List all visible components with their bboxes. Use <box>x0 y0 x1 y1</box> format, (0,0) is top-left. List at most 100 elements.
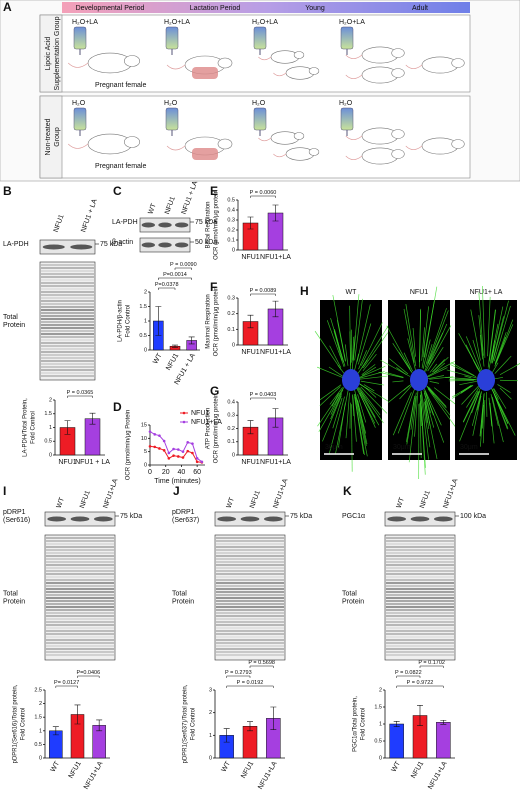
y-tick-label: 2.5 <box>34 687 42 693</box>
lane-label: NFU1 <box>419 490 432 510</box>
bottle-label: H₂O <box>164 100 178 107</box>
y-tick-label: 0.4 <box>227 207 235 213</box>
error-bar <box>272 300 279 318</box>
blot-band <box>141 242 155 248</box>
mitochondria <box>492 300 509 363</box>
mitochondria <box>491 316 504 364</box>
blot-band <box>175 222 189 228</box>
rat-tail <box>345 155 363 160</box>
mitochondria <box>322 395 342 442</box>
scale-label: 30μm <box>393 444 411 451</box>
error-bar <box>155 306 162 336</box>
mitochondria <box>392 342 412 373</box>
p-value: P = 0.0192 <box>237 680 264 686</box>
y-axis-label: Fold Control <box>126 305 132 338</box>
legend-dot <box>182 420 186 424</box>
y-tick-label: 3 <box>209 687 212 693</box>
mitochondria <box>360 386 388 414</box>
error-bar <box>247 314 254 329</box>
blot-band <box>70 244 93 250</box>
bottle <box>340 26 354 50</box>
rat-head <box>124 55 141 67</box>
mitochondria <box>326 320 345 367</box>
mitochondria <box>378 371 404 379</box>
x-tick-label: NFU1+LA <box>83 760 105 791</box>
significance-bracket <box>158 277 192 280</box>
rat-head <box>451 58 465 68</box>
rat-head <box>451 139 465 149</box>
series-point <box>176 448 180 451</box>
mitochondria <box>332 397 343 429</box>
y-axis-label: Fold Control <box>191 708 197 741</box>
y-tick-label: 1.5 <box>374 704 382 710</box>
mitochondria <box>424 401 428 423</box>
y-axis-label: Basal Respiration <box>206 201 212 248</box>
rat-tail <box>345 54 363 59</box>
rat-tail <box>258 137 272 142</box>
mitochondria <box>359 365 386 378</box>
y-tick-label: 1 <box>379 721 382 727</box>
lane-label: WT <box>226 496 237 509</box>
p-value: P=0.0014 <box>163 272 187 278</box>
mitochondria <box>460 385 473 394</box>
mitochondria <box>478 292 484 356</box>
marker-label: 50 kDa <box>195 239 217 246</box>
x-tick-label: 0 <box>148 469 152 476</box>
mitochondria <box>319 386 341 407</box>
y-tick-label: 2 <box>39 701 42 707</box>
mitochondria <box>429 363 438 373</box>
mitochondria <box>471 392 482 426</box>
mitochondria <box>493 305 511 362</box>
y-axis-label: OCR (pmol/min/μg protein <box>214 190 220 260</box>
mitochondria <box>397 387 416 434</box>
rat-head <box>308 148 320 156</box>
panel-letter: B <box>3 184 12 198</box>
y-axis-label: pDPR1(Ser637)/Total protein, <box>183 684 189 763</box>
mitochondria <box>385 371 404 378</box>
series-point <box>191 451 194 455</box>
mitochondria <box>423 390 432 414</box>
panel-letter: J <box>173 484 180 498</box>
mitochondria <box>356 398 367 446</box>
significance-bracket <box>158 287 176 290</box>
mitochondria <box>316 366 344 379</box>
y-tick-label: 0.1 <box>227 237 235 243</box>
mitochondria <box>357 386 384 424</box>
mitochondria <box>487 296 491 357</box>
mitochondria <box>353 294 360 361</box>
blot-band <box>434 516 453 522</box>
group-caption: Pregnant female <box>95 163 146 170</box>
mitochondria <box>433 362 446 373</box>
mitochondria <box>459 380 479 386</box>
y-tick-label: 1.5 <box>44 411 52 417</box>
lane-label: NFU1+LA <box>102 478 119 510</box>
mitochondria <box>432 359 445 372</box>
mitochondria <box>352 395 357 442</box>
bottle-label: H₂O+LA <box>164 19 190 26</box>
mitochondria <box>421 300 435 369</box>
error-bar <box>270 706 277 730</box>
bottle-label: H₂O+LA <box>72 19 98 26</box>
significance-bracket <box>174 267 192 270</box>
mitochondria <box>357 387 380 426</box>
mitochondria <box>427 386 435 395</box>
rat-head <box>391 48 405 58</box>
mitochondria <box>317 387 345 427</box>
mitochondria <box>392 380 404 383</box>
blot-band <box>387 516 406 522</box>
total-label: Protein <box>3 598 25 605</box>
y-tick-label: 0 <box>49 452 52 458</box>
legend-label: NFU1 <box>191 410 209 417</box>
rat-head <box>124 136 141 148</box>
mitochondria <box>424 344 433 368</box>
mitochondria <box>363 384 375 392</box>
lane-label: NFU1 <box>53 214 66 234</box>
series-point <box>181 450 185 453</box>
y-tick-label: 0 <box>379 755 382 761</box>
mitochondria <box>421 390 431 448</box>
error-bar <box>272 408 279 428</box>
panel-letter: I <box>3 484 6 498</box>
mitochondria <box>407 338 416 371</box>
marker-label: 75 kDa <box>120 513 142 520</box>
y-tick-label: 0.1 <box>227 327 235 333</box>
